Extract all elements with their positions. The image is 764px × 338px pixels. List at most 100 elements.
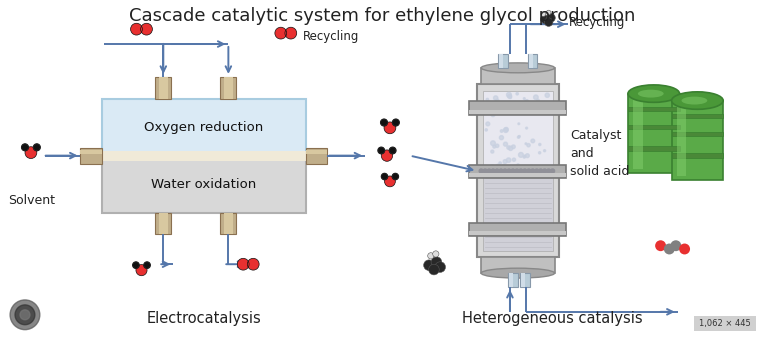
Circle shape bbox=[517, 136, 520, 138]
Circle shape bbox=[529, 165, 534, 170]
Bar bbox=[633, 98, 643, 169]
Circle shape bbox=[515, 169, 519, 173]
Circle shape bbox=[25, 147, 37, 159]
Ellipse shape bbox=[638, 90, 664, 98]
Circle shape bbox=[381, 150, 393, 161]
Bar bbox=[508, 273, 518, 287]
Circle shape bbox=[497, 164, 500, 167]
Circle shape bbox=[510, 96, 511, 98]
Bar bbox=[478, 84, 558, 257]
Circle shape bbox=[518, 123, 520, 125]
Circle shape bbox=[503, 169, 507, 173]
Circle shape bbox=[500, 136, 503, 140]
Circle shape bbox=[507, 92, 511, 97]
Bar bbox=[469, 165, 566, 178]
Circle shape bbox=[519, 152, 523, 157]
Circle shape bbox=[380, 119, 387, 126]
Circle shape bbox=[390, 147, 396, 154]
Circle shape bbox=[524, 100, 529, 104]
Bar bbox=[102, 99, 306, 155]
Ellipse shape bbox=[481, 268, 555, 278]
Circle shape bbox=[495, 169, 499, 173]
Circle shape bbox=[136, 265, 147, 276]
Circle shape bbox=[490, 165, 494, 168]
Bar bbox=[672, 132, 724, 136]
Text: Recycling: Recycling bbox=[568, 16, 625, 29]
Circle shape bbox=[507, 94, 512, 98]
Bar bbox=[159, 213, 168, 235]
Bar bbox=[672, 153, 724, 158]
Circle shape bbox=[479, 169, 483, 173]
Circle shape bbox=[20, 310, 30, 320]
Bar bbox=[469, 222, 566, 237]
Circle shape bbox=[275, 27, 286, 39]
Circle shape bbox=[551, 169, 555, 173]
Circle shape bbox=[507, 158, 511, 162]
Circle shape bbox=[503, 160, 507, 164]
Bar bbox=[509, 273, 513, 287]
Bar bbox=[628, 107, 679, 111]
Ellipse shape bbox=[628, 85, 679, 102]
Circle shape bbox=[431, 257, 442, 267]
Circle shape bbox=[542, 169, 546, 173]
Text: Cascade catalytic system for ethylene glycol production: Cascade catalytic system for ethylene gl… bbox=[129, 7, 635, 25]
Circle shape bbox=[248, 258, 259, 270]
Bar bbox=[155, 213, 171, 235]
Circle shape bbox=[21, 144, 28, 151]
Bar bbox=[481, 68, 555, 84]
Circle shape bbox=[238, 258, 249, 270]
Circle shape bbox=[519, 169, 523, 173]
Bar bbox=[483, 91, 552, 171]
Circle shape bbox=[513, 158, 516, 161]
Circle shape bbox=[503, 128, 508, 132]
Circle shape bbox=[499, 169, 503, 173]
Circle shape bbox=[527, 144, 530, 147]
Circle shape bbox=[540, 15, 549, 24]
Circle shape bbox=[487, 169, 491, 173]
Circle shape bbox=[526, 127, 528, 129]
Circle shape bbox=[539, 152, 541, 154]
Bar bbox=[498, 54, 508, 68]
Circle shape bbox=[544, 18, 553, 26]
Circle shape bbox=[384, 176, 395, 187]
Text: Recycling: Recycling bbox=[303, 30, 359, 43]
Text: 1,062 × 445: 1,062 × 445 bbox=[699, 319, 751, 328]
Circle shape bbox=[491, 169, 495, 173]
Circle shape bbox=[523, 169, 527, 173]
Circle shape bbox=[485, 129, 487, 131]
Circle shape bbox=[496, 99, 499, 102]
Text: Oxygen reduction: Oxygen reduction bbox=[144, 121, 264, 134]
Circle shape bbox=[539, 143, 541, 146]
Circle shape bbox=[546, 169, 551, 173]
Text: Heterogeneous catalysis: Heterogeneous catalysis bbox=[462, 311, 643, 326]
Circle shape bbox=[514, 108, 516, 110]
Circle shape bbox=[483, 169, 487, 173]
Ellipse shape bbox=[681, 97, 707, 104]
Circle shape bbox=[516, 164, 520, 166]
Bar bbox=[628, 146, 679, 151]
Bar bbox=[159, 77, 168, 99]
FancyBboxPatch shape bbox=[694, 316, 756, 331]
Circle shape bbox=[428, 253, 434, 259]
Bar bbox=[529, 54, 533, 68]
Circle shape bbox=[393, 119, 400, 126]
Bar bbox=[479, 166, 556, 176]
Bar bbox=[102, 151, 306, 161]
Circle shape bbox=[549, 109, 551, 111]
Bar bbox=[672, 114, 724, 118]
Circle shape bbox=[496, 144, 499, 147]
Circle shape bbox=[15, 305, 35, 325]
Circle shape bbox=[486, 98, 489, 101]
Bar bbox=[677, 104, 687, 176]
Circle shape bbox=[484, 105, 487, 109]
Circle shape bbox=[533, 95, 538, 100]
Circle shape bbox=[504, 127, 508, 131]
Circle shape bbox=[527, 169, 531, 173]
Circle shape bbox=[664, 244, 675, 255]
Bar bbox=[155, 77, 171, 99]
Circle shape bbox=[144, 262, 151, 268]
Circle shape bbox=[536, 99, 539, 102]
Circle shape bbox=[384, 122, 396, 134]
Circle shape bbox=[545, 93, 549, 97]
Circle shape bbox=[381, 173, 387, 179]
